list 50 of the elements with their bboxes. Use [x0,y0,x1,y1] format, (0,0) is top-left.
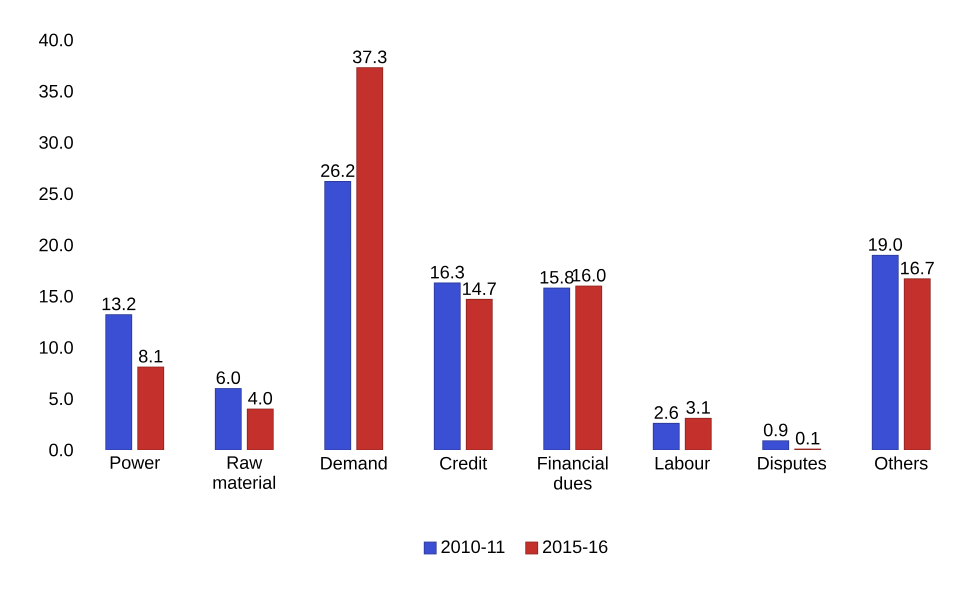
y-tick-label: 25.0 [39,187,73,200]
x-tick-label: Disputes [758,456,826,474]
data-label: 15.8 [540,270,574,284]
x-tick-label: Financial dues [538,456,608,490]
y-tick-label: 40.0 [38,34,73,46]
legend-label: 2010-11 [442,540,504,554]
bar [137,366,164,450]
data-label: 16.7 [901,262,934,274]
data-label: 16.0 [572,268,606,282]
data-label: 6.0 [216,371,240,384]
bar [214,388,242,450]
data-label: 14.7 [463,282,496,295]
x-tick-label: Raw material [213,456,276,489]
y-tick-label: 35.0 [39,84,73,98]
x-tick-label: Demand [321,456,387,470]
data-label: 13.2 [102,298,136,310]
data-label: 8.1 [139,350,162,363]
y-tick-label: 0.0 [49,444,73,456]
bar [324,181,352,450]
bar [652,422,680,450]
data-label: 4.0 [248,392,272,405]
legend-label: 2015-16 [543,540,608,554]
bar [466,298,493,450]
bar [246,408,274,450]
x-tick-label: Credit [440,456,488,470]
data-label: 19.0 [869,238,902,251]
x-tick-label: Power [110,456,160,469]
bar [904,278,931,450]
bar [762,440,790,450]
data-label: 0.1 [796,432,820,445]
x-tick-label: Others [875,456,928,470]
data-label: 2.6 [654,406,678,419]
data-label: 26.2 [321,164,354,178]
bar [434,282,461,450]
bar [684,418,712,450]
bar [872,254,899,450]
data-label: 16.3 [431,266,464,279]
y-tick-label: 5.0 [49,392,73,406]
x-tick-label: Labour [656,456,710,470]
data-label: 3.1 [686,401,710,414]
data-label: 0.9 [764,424,788,436]
bar [575,286,602,450]
y-tick-label: 20.0 [39,238,73,252]
y-tick-label: 30.0 [39,136,73,149]
y-tick-label: 15.0 [40,290,73,303]
data-label: 37.3 [352,50,386,64]
y-tick-label: 10.0 [40,341,73,354]
bar [356,67,384,450]
bar [105,314,132,450]
bar [543,288,570,450]
